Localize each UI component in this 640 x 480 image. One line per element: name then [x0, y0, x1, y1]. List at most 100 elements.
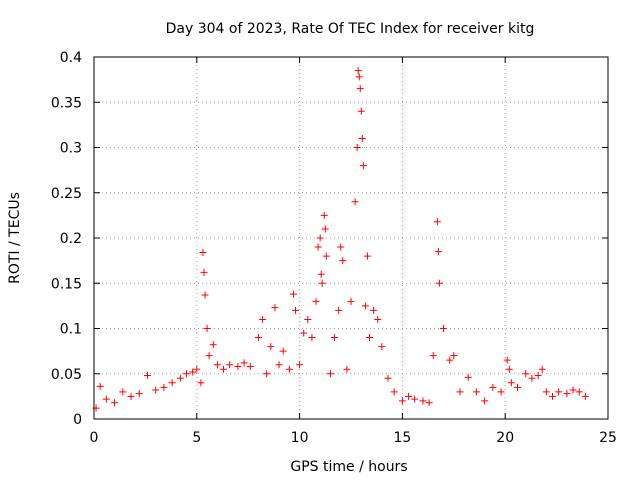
data-point: [168, 379, 176, 387]
data-point: [481, 397, 489, 405]
data-point: [429, 352, 437, 360]
data-point: [263, 370, 271, 378]
data-point: [271, 304, 279, 312]
data-point: [111, 399, 119, 407]
x-tick-label: 5: [192, 430, 201, 446]
data-point: [308, 334, 316, 342]
data-points: [92, 67, 589, 412]
data-point: [275, 361, 283, 369]
data-point: [314, 243, 322, 251]
data-point: [226, 361, 234, 369]
data-point: [296, 361, 304, 369]
data-point: [534, 372, 542, 380]
y-tick-label: 0.05: [51, 367, 82, 383]
data-point: [318, 279, 326, 287]
data-point: [312, 297, 320, 305]
data-point: [378, 343, 386, 351]
data-point: [446, 356, 454, 364]
data-point: [353, 144, 361, 151]
data-point: [102, 395, 110, 403]
data-point: [193, 365, 201, 373]
data-point: [575, 388, 583, 396]
data-point: [197, 379, 205, 387]
chart-title: Day 304 of 2023, Rate Of TEC Index for r…: [166, 21, 535, 37]
data-point: [456, 388, 464, 396]
data-point: [563, 390, 571, 398]
data-point: [205, 352, 213, 360]
data-point: [96, 382, 104, 390]
data-point: [200, 268, 208, 276]
data-point: [259, 315, 267, 323]
x-tick-label: 25: [599, 430, 617, 446]
data-point: [356, 85, 364, 93]
data-point: [291, 306, 299, 314]
data-point: [339, 257, 347, 265]
data-point: [450, 352, 458, 360]
data-point: [435, 279, 443, 287]
data-point: [246, 363, 254, 371]
y-axis-label: ROTI / TECUs: [7, 192, 23, 284]
data-point: [357, 107, 365, 115]
data-point: [143, 372, 151, 380]
data-point: [119, 388, 127, 396]
data-point: [354, 67, 362, 75]
data-point: [321, 225, 329, 233]
data-point: [326, 370, 334, 378]
data-point: [538, 365, 546, 373]
data-point: [505, 365, 513, 373]
y-tick-label: 0.2: [60, 231, 82, 247]
data-point: [135, 390, 143, 398]
x-tick-label: 0: [90, 430, 99, 446]
data-point: [337, 243, 345, 251]
data-point: [497, 388, 505, 396]
data-point: [370, 306, 378, 314]
data-point: [359, 162, 367, 170]
data-point: [374, 315, 382, 323]
data-point: [240, 359, 248, 367]
data-point: [152, 386, 160, 394]
y-tick-label: 0.3: [60, 141, 82, 157]
data-point: [434, 248, 442, 256]
data-point: [347, 297, 355, 305]
x-tick-label: 10: [291, 430, 309, 446]
data-point: [405, 392, 413, 400]
data-point: [279, 347, 287, 355]
data-point: [160, 383, 168, 391]
data-point: [220, 365, 228, 373]
data-point: [507, 379, 515, 387]
data-point: [355, 73, 363, 81]
data-point: [581, 392, 589, 400]
data-point: [343, 365, 351, 373]
data-point: [503, 356, 511, 364]
y-tick-label: 0.25: [51, 186, 82, 202]
data-point: [411, 395, 419, 403]
data-point: [358, 134, 366, 142]
data-point: [472, 388, 480, 396]
data-point: [331, 334, 339, 342]
data-point: [254, 334, 262, 342]
data-point: [304, 315, 312, 323]
data-point: [320, 211, 328, 219]
data-point: [213, 361, 221, 369]
data-point: [289, 290, 297, 298]
y-tick-label: 0.15: [51, 276, 82, 292]
data-point: [569, 386, 577, 394]
x-axis-label: GPS time / hours: [290, 459, 407, 475]
x-tick-label: 20: [496, 430, 514, 446]
data-point: [176, 374, 184, 382]
data-point: [267, 343, 275, 351]
plot-frame: [93, 56, 609, 420]
data-point: [209, 341, 217, 349]
data-point: [183, 370, 191, 378]
data-point: [300, 329, 308, 337]
data-point: [555, 388, 563, 396]
data-point: [335, 306, 343, 314]
data-point: [425, 399, 433, 407]
data-point: [203, 325, 211, 332]
data-point: [440, 325, 448, 332]
data-point: [361, 302, 369, 310]
data-point: [285, 365, 293, 373]
grid-lines: [94, 57, 608, 419]
x-tick-label: 15: [393, 430, 411, 446]
data-point: [398, 397, 406, 405]
